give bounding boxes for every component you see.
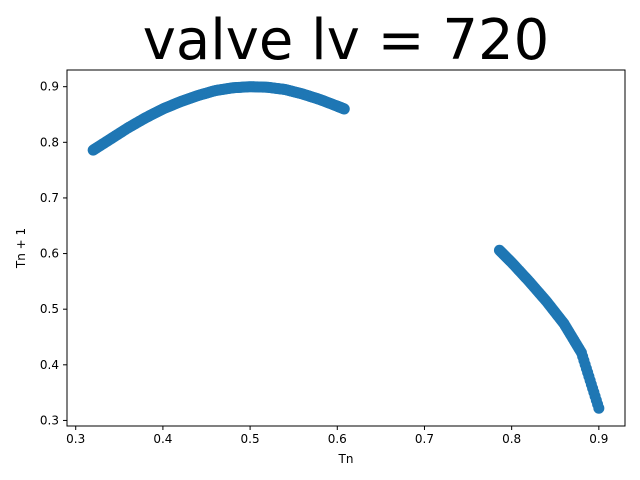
y-axis: 0.3 0.4 0.5 0.6 0.7 0.8 0.9 xyxy=(40,80,67,427)
x-tick-label: 0.7 xyxy=(415,432,434,446)
y-tick-label: 0.6 xyxy=(40,247,59,261)
x-axis: 0.3 0.4 0.5 0.6 0.7 0.8 0.9 xyxy=(66,426,608,446)
y-tick-label: 0.9 xyxy=(40,80,59,94)
y-tick-label: 0.5 xyxy=(40,302,59,316)
x-tick-label: 0.3 xyxy=(66,432,85,446)
y-tick-label: 0.8 xyxy=(40,135,59,149)
x-tick-label: 0.6 xyxy=(328,432,347,446)
x-tick-label: 0.9 xyxy=(589,432,608,446)
x-tick-label: 0.5 xyxy=(241,432,260,446)
data-point xyxy=(593,402,605,414)
data-point xyxy=(338,103,350,115)
chart-title: valve lv = 720 xyxy=(143,8,550,73)
x-tick-label: 0.4 xyxy=(153,432,172,446)
y-tick-label: 0.3 xyxy=(40,413,59,427)
y-axis-label: Tn + 1 xyxy=(14,228,28,269)
y-tick-label: 0.7 xyxy=(40,191,59,205)
x-tick-label: 0.8 xyxy=(502,432,521,446)
y-tick-label: 0.4 xyxy=(40,358,59,372)
x-axis-label: Tn xyxy=(338,452,354,466)
plot-frame xyxy=(66,69,626,427)
data-marks xyxy=(87,81,605,414)
